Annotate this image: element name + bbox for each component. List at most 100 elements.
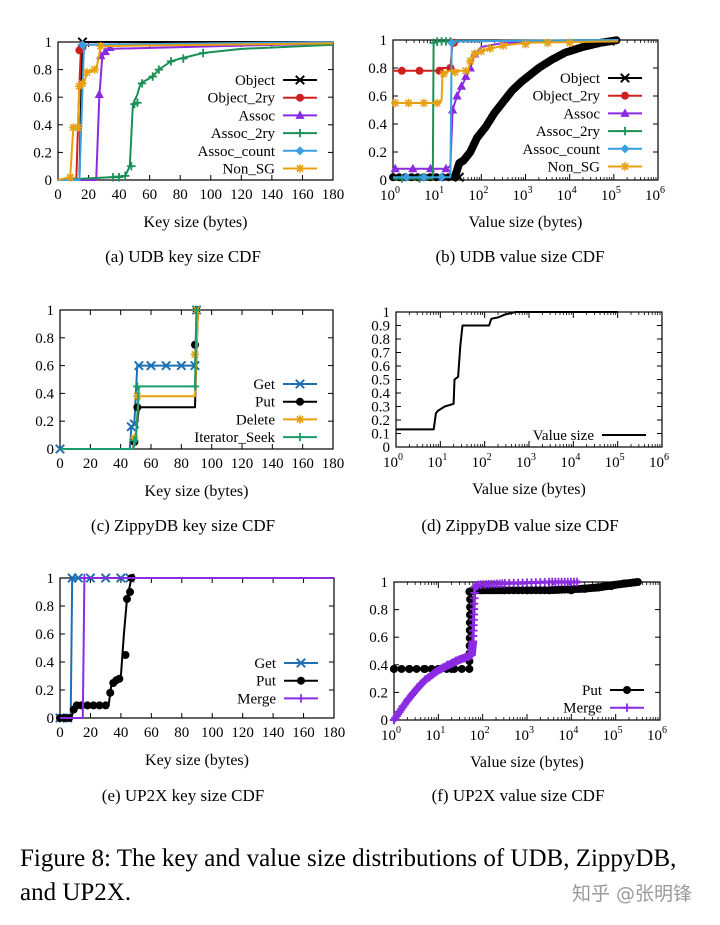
xtick-label: 180 — [322, 187, 345, 203]
data-point — [148, 72, 157, 81]
legend-label: Assoc_count — [198, 144, 276, 160]
legend-d: Value size — [533, 428, 646, 444]
legend-label: Assoc — [238, 108, 275, 124]
data-point — [69, 123, 78, 132]
xtick-label: 120 — [231, 456, 254, 472]
xtick-label: 180 — [322, 456, 345, 472]
series-line — [393, 39, 619, 170]
data-point — [407, 690, 416, 700]
xtick-label: 100 — [200, 456, 223, 472]
xtick-label: 160 — [291, 187, 314, 203]
ytick-label: 0.8 — [33, 63, 52, 79]
data-point — [133, 382, 142, 391]
data-point — [543, 38, 552, 47]
data-point — [80, 573, 89, 583]
xtick-label: 140 — [262, 725, 285, 741]
data-point — [434, 666, 443, 675]
legend-label: Put — [255, 395, 276, 411]
series-iterator-seek — [60, 305, 201, 450]
data-point — [94, 89, 104, 98]
series-assoc — [58, 42, 334, 181]
ytick-label: 0.4 — [368, 117, 387, 133]
ytick-label: 0.4 — [33, 118, 52, 134]
ytick-label: 0.8 — [368, 61, 387, 77]
x-axis-label: Value size (bytes) — [469, 214, 583, 231]
legend-marker — [620, 126, 630, 136]
xtick-label: 60 — [142, 187, 157, 203]
x-axis-label: Value size (bytes) — [470, 754, 584, 771]
data-point — [461, 71, 471, 80]
ytick-label: 0.5 — [371, 373, 390, 389]
legend-label: Object — [235, 73, 276, 89]
data-point — [456, 655, 465, 664]
x-axis-label: Key size (bytes) — [145, 483, 249, 500]
ytick-label: 0.7 — [371, 346, 390, 362]
ytick-label: 0.6 — [33, 90, 52, 106]
chart-a: 0 0.2 0.4 0.6 0.8 1 0 20 40 60 80 100 120 140 160 180 Ke… — [33, 35, 344, 266]
ytick-label: 0.2 — [35, 414, 54, 430]
series-value-size — [396, 311, 618, 431]
data-point — [121, 171, 130, 181]
xtick-label: 40 — [113, 456, 128, 472]
panel-caption-f: (f) UP2X value size CDF — [432, 786, 605, 805]
data-point — [468, 637, 478, 646]
data-point — [130, 436, 139, 445]
data-point — [485, 44, 495, 53]
data-point — [416, 679, 425, 689]
data-point — [83, 701, 92, 710]
series-put — [56, 574, 136, 722]
data-point — [89, 701, 98, 710]
data-point — [166, 57, 176, 66]
panel-caption-a: (a) UDB key size CDF — [105, 247, 261, 266]
data-point — [499, 41, 508, 50]
series-object — [389, 36, 621, 183]
series-line — [58, 42, 334, 181]
legend-marker — [622, 703, 632, 712]
ytick-label: 1 — [381, 575, 389, 591]
xtick-label: 120 — [230, 187, 253, 203]
data-point — [127, 162, 136, 171]
data-point — [397, 664, 406, 673]
series-put — [390, 578, 642, 673]
series-line — [60, 309, 198, 450]
ytick-label: 0.2 — [371, 413, 390, 429]
xtick-label: 40 — [113, 725, 128, 741]
x-axis-label: Key size (bytes) — [145, 752, 249, 769]
data-point — [432, 98, 442, 108]
ytick-label: 1 — [47, 571, 55, 587]
data-point — [415, 66, 424, 75]
xtick-label: 105 — [605, 452, 625, 471]
data-point — [465, 587, 474, 596]
panel-caption-c: (c) ZippyDB key size CDF — [91, 516, 275, 535]
legend-label: Object — [560, 71, 601, 87]
legend-marker — [295, 415, 305, 424]
data-point — [457, 664, 466, 673]
xtick-label: 0 — [56, 456, 64, 472]
data-point — [565, 38, 574, 47]
data-point — [456, 81, 467, 90]
xtick-label: 80 — [173, 187, 188, 203]
data-point — [78, 79, 87, 88]
data-point — [198, 48, 208, 58]
chart-f: 0 0.2 0.4 0.6 0.8 1 100 101 102 103 104 105 106 Value… — [369, 575, 667, 805]
legend-marker — [621, 91, 629, 100]
ytick-label: 0.2 — [368, 145, 387, 161]
data-point — [404, 98, 413, 108]
legend-label: Put — [256, 674, 277, 690]
data-point — [477, 47, 486, 56]
xtick-label: 105 — [603, 725, 623, 744]
legend-label: Assoc_2ry — [536, 124, 601, 140]
data-point — [593, 583, 602, 592]
data-point — [500, 586, 509, 595]
data-point — [401, 172, 411, 182]
data-point — [95, 701, 104, 710]
data-point — [421, 664, 430, 673]
data-point — [391, 98, 400, 108]
data-point — [441, 163, 451, 173]
legend-label: Object_2ry — [208, 91, 276, 107]
xtick-label: 101 — [424, 185, 444, 204]
data-point — [154, 65, 164, 74]
data-point — [465, 664, 474, 673]
xtick-label: 104 — [557, 185, 577, 204]
